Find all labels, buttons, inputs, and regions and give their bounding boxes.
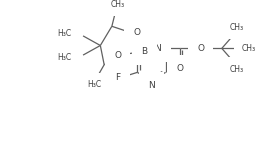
Text: H₃C: H₃C [88, 80, 102, 89]
Text: O: O [133, 27, 140, 37]
Text: CH₃: CH₃ [111, 0, 125, 9]
Text: O: O [176, 64, 183, 73]
Text: F: F [116, 73, 121, 82]
Text: CH₃: CH₃ [229, 23, 243, 32]
Text: N: N [154, 44, 161, 53]
Text: B: B [142, 47, 148, 56]
Text: O: O [114, 51, 121, 60]
Text: CH₃: CH₃ [111, 0, 125, 9]
Text: CH₃: CH₃ [242, 44, 256, 53]
Text: H₃C: H₃C [58, 28, 71, 38]
Text: N: N [148, 81, 155, 90]
Text: CH₃: CH₃ [229, 65, 243, 74]
Text: H₃C: H₃C [58, 53, 71, 62]
Text: O: O [197, 44, 204, 53]
Text: H: H [158, 40, 163, 49]
